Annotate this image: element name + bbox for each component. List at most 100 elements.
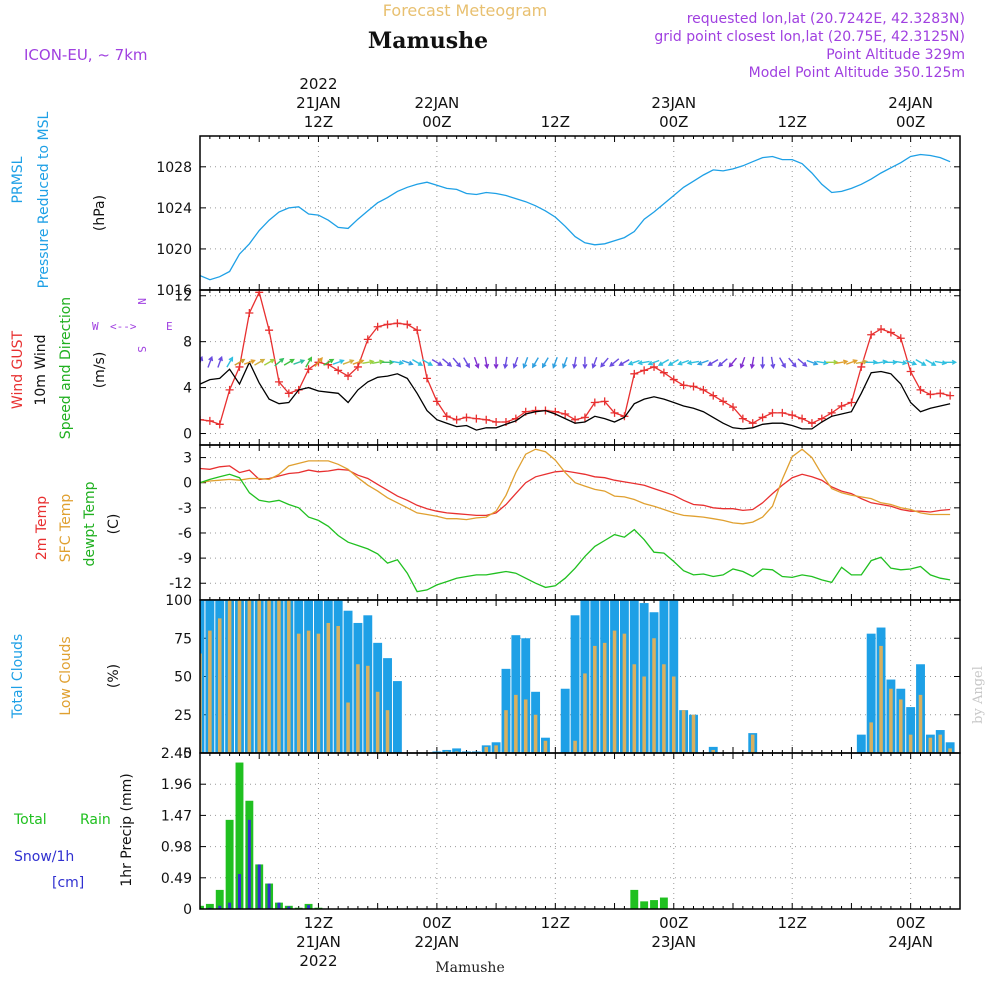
top-time-label: 21JAN [296, 94, 341, 112]
clouds-tick-label: 25 [174, 708, 192, 724]
low-cloud-bar [336, 626, 340, 753]
cloud-labels: Total Clouds Low Clouds (%) [10, 634, 122, 719]
bottom-time-label: 12Z [541, 914, 570, 932]
wind-arrow [493, 356, 499, 370]
wind-arrow [760, 356, 766, 370]
low-cloud-bar [217, 618, 222, 753]
snow-label: Snow/1h [14, 849, 74, 865]
gust-marker [748, 419, 757, 428]
bottom-time-label: 12Z [778, 914, 807, 932]
wind-arrow [677, 359, 690, 366]
wind-arrow [323, 358, 335, 366]
snow-bar [218, 905, 222, 909]
wind-arrow [717, 358, 728, 367]
gust-marker [363, 335, 372, 344]
gust-marker [728, 403, 737, 412]
low-cloud-bar [652, 638, 656, 753]
gust-marker [344, 372, 353, 381]
total-cloud-bar [462, 751, 471, 753]
clouds-tick-label: 50 [174, 670, 192, 686]
total-cloud-bar [343, 610, 353, 753]
snow-bar [238, 873, 241, 909]
snow-bar [287, 906, 291, 909]
low-cloud-bar [444, 751, 449, 753]
top-time-label: 24JAN [888, 94, 933, 112]
series-prmsl [200, 153, 951, 281]
bottom-time-label: 23JAN [651, 933, 696, 951]
pressure-tick-label: 1024 [156, 201, 192, 217]
wind-arrow [263, 358, 276, 366]
low-cloud-bar [928, 737, 933, 753]
precip-tick-label: 0.49 [161, 871, 192, 887]
bottom-time-label: 2022 [299, 952, 337, 970]
low-cloud-bar [267, 600, 271, 753]
wind-grid [200, 290, 960, 445]
wind-arrow [582, 356, 588, 370]
gust-marker [669, 375, 678, 384]
low-cloud-bar [277, 600, 281, 753]
gust-marker [877, 325, 886, 334]
low-cloud-bar [326, 622, 331, 753]
low-cloud-bar [208, 630, 212, 753]
compass-north: N [135, 298, 148, 305]
pressure-label-2: Pressure Reduced to MSL [36, 111, 52, 288]
wind-arrow [749, 356, 755, 370]
clouds-tick-label: 0 [183, 746, 192, 762]
compass-arrow: <--> [110, 320, 137, 333]
watermark: by Angel [971, 666, 986, 724]
wind-arrow [934, 360, 948, 366]
temp-unit: (C) [106, 514, 122, 535]
total-cloud-bar [471, 751, 481, 753]
gust-marker [610, 408, 619, 417]
precip-tick-label: 0 [183, 902, 192, 918]
wind-arrow [442, 358, 453, 367]
temp-label-1: 2m Temp [34, 496, 50, 560]
wind-arrow [254, 358, 266, 366]
wind-arrow [778, 357, 786, 369]
low-cloud-bar [296, 633, 301, 753]
gust-marker [561, 410, 570, 418]
precip-content [200, 762, 668, 909]
low-cloud-bar [375, 691, 380, 753]
pressure-content [200, 153, 951, 281]
total-clouds-label: Total Clouds [10, 634, 26, 719]
wind-arrow [846, 359, 858, 365]
low-clouds-label: Low Clouds [58, 636, 74, 715]
gust-marker [916, 385, 925, 394]
low-cloud-bar [889, 688, 893, 753]
low-cloud-bar [504, 710, 508, 753]
low-cloud-bar [691, 714, 696, 753]
low-cloud-bar [257, 600, 261, 753]
low-cloud-bar [612, 630, 617, 753]
temp-label-2: SFC Temp [58, 494, 74, 563]
gust-marker [738, 414, 747, 423]
gust-marker [383, 320, 392, 329]
wind-arrow [391, 360, 405, 366]
wind-arrow [591, 356, 598, 369]
gust-marker [423, 374, 432, 383]
pressure-tick-label: 1016 [156, 283, 192, 299]
gust-marker [403, 320, 412, 329]
wind-arrow [412, 358, 424, 366]
low-cloud-bar [573, 740, 577, 753]
gust-marker [798, 414, 807, 423]
pressure-labels: PRMSL Pressure Reduced to MSL (hPa) [10, 111, 108, 288]
gust-marker [837, 401, 846, 410]
top-time-label: 2022 [299, 75, 337, 93]
wind-label-2: 10m Wind [33, 334, 49, 405]
wind-labels: Wind GUST 10m Wind Speed and Direction (… [10, 297, 173, 439]
gust-marker [699, 385, 708, 394]
pressure-tick-label: 1020 [156, 242, 192, 258]
temp-grid [200, 445, 960, 600]
wind-arrow [915, 358, 927, 366]
wind-arrow [826, 359, 839, 365]
temp-frame [199, 444, 961, 601]
temp-tick-label: -12 [169, 576, 192, 592]
wind-arrow [552, 356, 558, 369]
compass-rose: W <--> E N S [92, 298, 173, 353]
wind-arrow [739, 356, 746, 369]
temp-tick-label: -9 [178, 551, 192, 567]
top-time-label: 12Z [541, 113, 570, 131]
top-time-label: 00Z [422, 113, 451, 131]
low-cloud-bar [899, 699, 903, 753]
